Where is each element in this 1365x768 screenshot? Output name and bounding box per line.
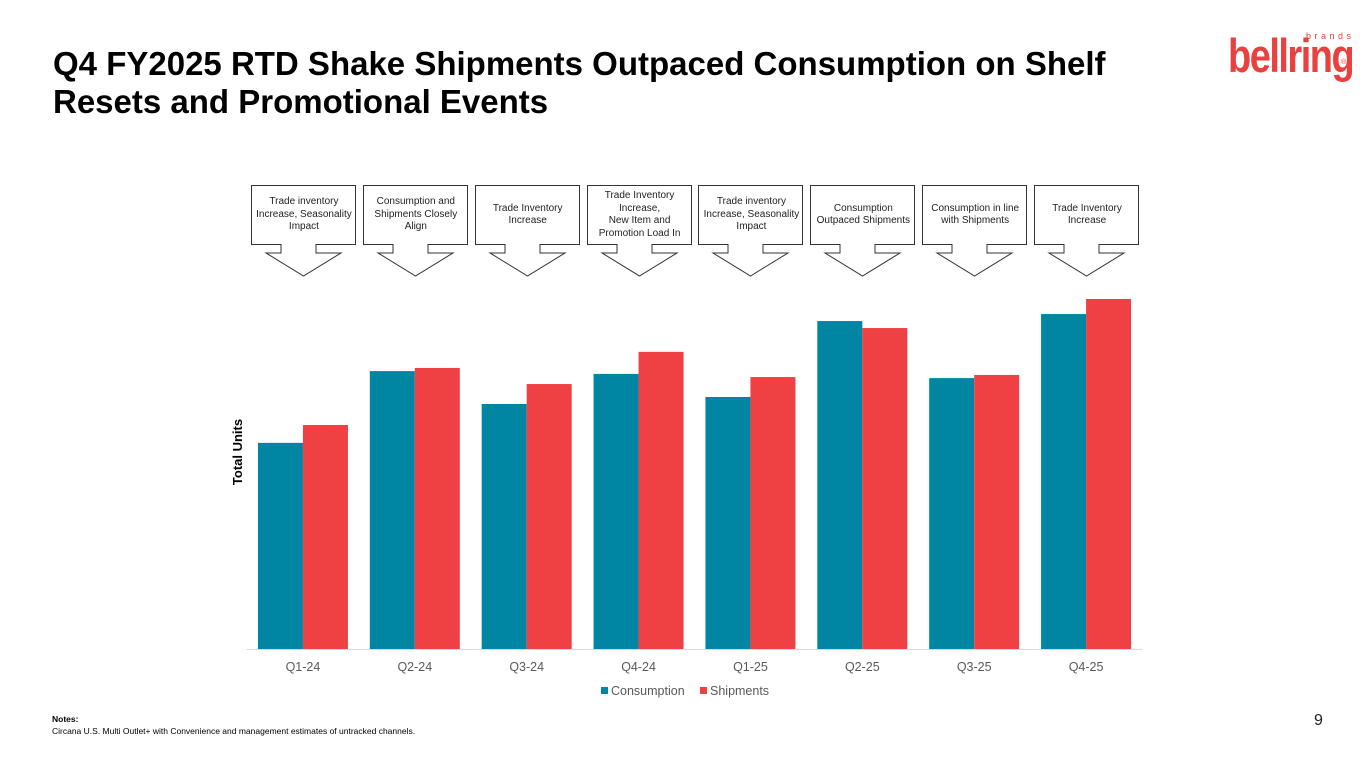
callout-q2-25: Consumption Outpaced Shipments <box>810 185 916 279</box>
bar-consumption-q3-25 <box>929 378 975 649</box>
bellring-brands-logo: brands bellring ® <box>1222 22 1355 94</box>
x-tick-label: Q4-25 <box>1069 660 1104 674</box>
bar-shipments-q1-25 <box>750 377 796 649</box>
notes-section: Notes: Circana U.S. Multi Outlet+ with C… <box>52 713 415 737</box>
x-tick-label: Q2-24 <box>397 660 432 674</box>
callout-text: Trade Inventory Increase <box>492 202 563 227</box>
down-arrow-callout-icon <box>474 185 580 277</box>
x-tick-label: Q3-24 <box>509 660 544 674</box>
down-arrow-callout-icon <box>922 185 1028 277</box>
down-arrow-callout-icon <box>1034 185 1140 277</box>
callout-q1-24: Trade inventory Increase, Seasonality Im… <box>250 185 357 279</box>
notes-heading: Notes: <box>52 714 79 724</box>
callout-text: Trade Inventory Increase <box>1052 202 1122 227</box>
legend-label-consumption: Consumption <box>611 684 685 698</box>
bar-consumption-q1-25 <box>705 397 751 649</box>
bar-shipments-q3-25 <box>974 374 1020 649</box>
bar-consumption-q1-24 <box>257 442 303 649</box>
notes-text: Circana U.S. Multi Outlet+ with Convenie… <box>52 726 416 736</box>
bar-consumption-q4-25 <box>1041 314 1087 649</box>
registered-mark: ® <box>1341 58 1347 66</box>
slide-title: Q4 FY2025 RTD Shake Shipments Outpaced C… <box>53 45 1106 120</box>
down-arrow-callout-icon <box>362 185 468 277</box>
down-arrow-callout-icon <box>586 185 692 277</box>
x-tick-labels: Q1-24 Q2-24 Q3-24 Q4-24 Q1-25 Q2-25 Q3-25 Q4-25 <box>286 660 1104 674</box>
x-tick-label: Q1-24 <box>286 660 321 674</box>
down-arrow-callout-icon <box>250 185 356 277</box>
logo-sub-text: brands <box>1306 31 1352 41</box>
down-arrow-callout-icon <box>810 185 916 277</box>
page-number: 9 <box>1314 712 1323 729</box>
x-tick-label: Q3-25 <box>957 660 992 674</box>
y-axis-label: Total Units <box>230 419 245 485</box>
bar-shipments-q4-25 <box>1086 299 1132 649</box>
bars-group <box>257 299 1132 649</box>
down-arrow-callout-icon <box>698 185 804 277</box>
callout-text: Consumption in line with Shipments <box>931 202 1020 227</box>
bar-consumption-q2-25 <box>817 321 863 649</box>
legend-swatch-shipments <box>700 687 707 694</box>
chart-legend: Consumption Shipments <box>601 684 769 698</box>
bar-shipments-q2-24 <box>414 367 460 649</box>
bar-shipments-q1-24 <box>302 425 348 649</box>
bar-consumption-q3-24 <box>481 404 527 649</box>
callout-text: Consumption Outpaced Shipments <box>816 202 910 227</box>
callout-q4-24: Trade Inventory Increase, New Item and P… <box>586 185 693 279</box>
callout-q2-24: Consumption and Shipments Closely Align <box>362 185 469 279</box>
x-tick-label: Q1-25 <box>733 660 768 674</box>
logo-word-text: bellring <box>1228 30 1352 83</box>
logo-graphic: brands bellring ® <box>1228 30 1355 83</box>
callout-q3-24: Trade Inventory Increase <box>474 185 581 279</box>
callout-text: Trade inventory Increase, Seasonality Im… <box>703 196 800 233</box>
callout-text: Trade inventory Increase, Seasonality Im… <box>256 196 352 233</box>
callout-q4-25: Trade Inventory Increase <box>1034 185 1140 279</box>
callout-text: Consumption and Shipments Closely Align <box>374 196 458 233</box>
bar-consumption-q4-24 <box>593 373 639 649</box>
bar-consumption-q2-24 <box>369 371 415 649</box>
legend-swatch-consumption <box>601 687 608 694</box>
callout-text: Trade Inventory Increase, New Item and P… <box>598 190 681 239</box>
bar-shipments-q4-24 <box>638 351 684 649</box>
callout-q3-25: Consumption in line with Shipments <box>922 185 1028 279</box>
bar-shipments-q2-25 <box>862 328 908 649</box>
bar-shipments-q3-24 <box>526 384 572 649</box>
callout-q1-25: Trade inventory Increase, Seasonality Im… <box>698 185 804 279</box>
legend-label-shipments: Shipments <box>710 684 769 698</box>
x-tick-label: Q2-25 <box>845 660 880 674</box>
x-tick-label: Q4-24 <box>621 660 656 674</box>
